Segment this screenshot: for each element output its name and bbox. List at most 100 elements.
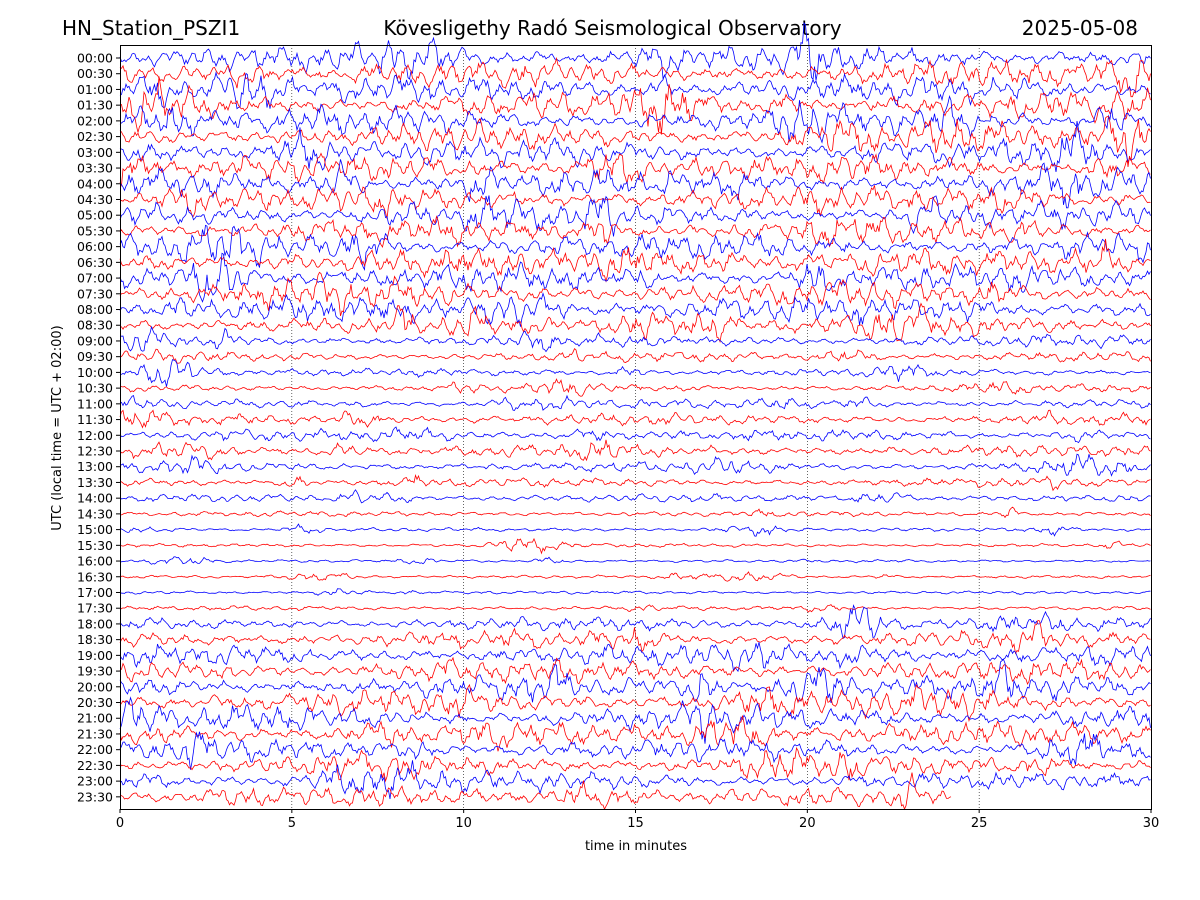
y-tick-label: 10:30 (77, 381, 113, 396)
trace-09:30 (119, 348, 1151, 364)
trace-20:30 (119, 683, 1151, 723)
seismogram-traces (119, 21, 1151, 811)
y-tick-label: 22:30 (77, 758, 113, 773)
plot-frame (120, 45, 1152, 810)
y-tick-label: 08:30 (77, 318, 113, 333)
y-tick-label: 02:30 (77, 129, 113, 144)
trace-10:00 (119, 359, 1151, 387)
y-tick-label: 13:30 (77, 475, 113, 490)
y-tick-label: 19:00 (77, 648, 113, 663)
trace-16:00 (119, 556, 1151, 565)
trace-05:00 (119, 195, 1151, 237)
x-tick-label: 0 (116, 816, 124, 831)
trace-15:30 (119, 537, 1151, 555)
y-tick-label: 09:30 (77, 349, 113, 364)
y-tick-label: 01:30 (77, 98, 113, 113)
trace-10:30 (119, 378, 1151, 397)
trace-23:30 (119, 772, 952, 811)
trace-21:30 (119, 715, 1151, 752)
trace-22:00 (119, 731, 1151, 770)
y-tick-label: 20:30 (77, 695, 113, 710)
trace-08:30 (119, 302, 1151, 344)
chart-title: Kövesligethy Radó Seismological Observat… (383, 16, 842, 40)
trace-04:00 (119, 159, 1151, 209)
trace-16:30 (119, 571, 1151, 582)
y-tick-label: 16:30 (77, 569, 113, 584)
trace-15:00 (119, 523, 1151, 537)
trace-13:30 (119, 473, 1151, 492)
trace-07:30 (119, 271, 1151, 317)
y-tick-label: 11:30 (77, 412, 113, 427)
y-tick-label: 21:00 (77, 711, 113, 726)
y-axis-label: UTC (local time = UTC + 02:00) (50, 325, 65, 530)
y-tick-label: 18:30 (77, 632, 113, 647)
trace-01:30 (119, 76, 1151, 134)
y-tick-label: 06:00 (77, 239, 113, 254)
y-tick-label: 06:30 (77, 255, 113, 270)
y-tick-label: 03:30 (77, 161, 113, 176)
y-tick-label: 04:30 (77, 192, 113, 207)
trace-04:30 (119, 185, 1151, 219)
x-tick-label: 20 (799, 816, 816, 831)
y-tick-label: 00:30 (77, 66, 113, 81)
y-tick-label: 14:30 (77, 506, 113, 521)
trace-02:30 (119, 116, 1151, 168)
y-tick-label: 15:30 (77, 538, 113, 553)
y-tick-label: 17:00 (77, 585, 113, 600)
y-tick-label: 21:30 (77, 726, 113, 741)
y-tick-label: 23:00 (77, 774, 113, 789)
y-tick-label: 17:30 (77, 601, 113, 616)
y-tick-label: 01:00 (77, 82, 113, 97)
y-tick-label: 14:00 (77, 491, 113, 506)
trace-11:30 (119, 409, 1151, 429)
y-tick-label: 19:30 (77, 664, 113, 679)
trace-18:00 (119, 604, 1151, 640)
trace-02:00 (119, 95, 1151, 144)
y-tick-label: 02:00 (77, 113, 113, 128)
trace-12:00 (119, 426, 1151, 444)
trace-14:00 (119, 489, 1151, 504)
x-tick-label: 25 (971, 816, 988, 831)
y-tick-label: 08:00 (77, 302, 113, 317)
y-tick-label: 18:00 (77, 616, 113, 631)
trace-14:30 (119, 506, 1151, 519)
trace-19:00 (119, 642, 1151, 673)
trace-00:00 (119, 21, 1151, 81)
y-tick-label: 12:00 (77, 428, 113, 443)
y-tick-label: 05:00 (77, 208, 113, 223)
trace-23:00 (119, 760, 1151, 800)
y-tick-label: 11:00 (77, 396, 113, 411)
y-tick-label: 10:00 (77, 365, 113, 380)
y-tick-label: 16:00 (77, 554, 113, 569)
y-tick-label: 23:30 (77, 789, 113, 804)
trace-17:30 (119, 604, 1151, 613)
trace-11:00 (119, 394, 1151, 411)
trace-06:00 (119, 224, 1151, 272)
trace-08:00 (119, 292, 1151, 327)
trace-03:00 (119, 121, 1151, 172)
trace-21:00 (119, 696, 1151, 744)
y-tick-label: 09:00 (77, 333, 113, 348)
y-tick-label: 04:00 (77, 176, 113, 191)
grid-lines (291, 45, 980, 809)
y-tick-label: 03:00 (77, 145, 113, 160)
station-name: HN_Station_PSZI1 (62, 16, 241, 40)
trace-05:30 (119, 215, 1151, 249)
y-tick-label: 00:00 (77, 51, 113, 66)
trace-07:00 (119, 252, 1151, 303)
x-tick-label: 10 (455, 816, 472, 831)
y-tick-label: 15:00 (77, 522, 113, 537)
y-axis: 00:0000:3001:0001:3002:0002:3003:0003:30… (77, 51, 120, 804)
trace-18:30 (119, 619, 1151, 655)
trace-00:30 (119, 56, 1151, 98)
x-tick-label: 15 (627, 816, 644, 831)
trace-19:30 (119, 656, 1151, 686)
x-axis: 0 5 10 15 20 25 30 (116, 809, 1159, 831)
trace-12:30 (119, 439, 1151, 462)
y-tick-label: 22:00 (77, 742, 113, 757)
y-tick-label: 20:00 (77, 679, 113, 694)
y-tick-label: 12:30 (77, 444, 113, 459)
trace-03:30 (119, 152, 1151, 187)
trace-09:00 (119, 325, 1151, 353)
trace-20:00 (119, 658, 1151, 704)
